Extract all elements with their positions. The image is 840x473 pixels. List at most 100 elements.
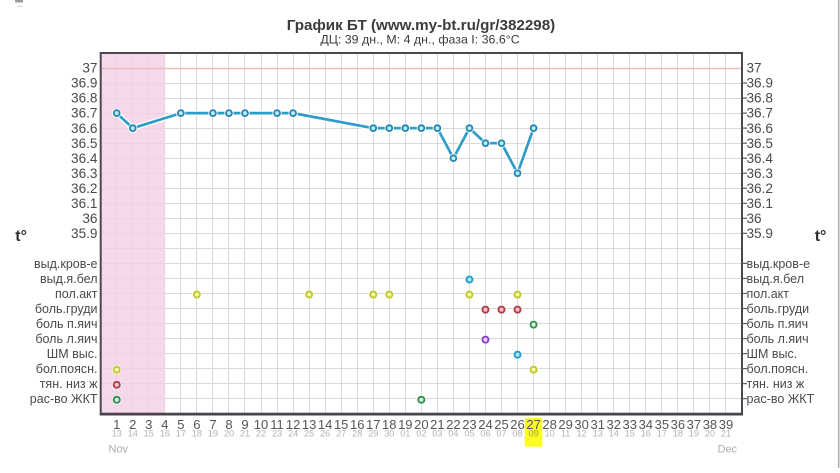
- svg-text:ШМ выс.: ШМ выс.: [747, 347, 798, 361]
- svg-text:27: 27: [526, 417, 540, 432]
- svg-text:24: 24: [478, 417, 492, 432]
- svg-text:Nov: Nov: [109, 444, 129, 456]
- svg-text:20: 20: [414, 417, 428, 432]
- svg-text:36.3: 36.3: [71, 166, 97, 181]
- svg-text:боль п.яич: боль п.яич: [36, 317, 98, 331]
- svg-text:34: 34: [639, 417, 653, 432]
- svg-text:36.5: 36.5: [747, 136, 773, 151]
- svg-text:06: 06: [480, 429, 490, 439]
- svg-text:боль л.яич: боль л.яич: [35, 332, 97, 346]
- svg-text:17: 17: [176, 429, 186, 439]
- svg-text:20: 20: [705, 429, 715, 439]
- svg-text:14: 14: [128, 429, 138, 439]
- svg-text:21: 21: [430, 417, 444, 432]
- svg-text:19: 19: [398, 417, 412, 432]
- svg-text:2: 2: [129, 417, 136, 432]
- svg-text:17: 17: [657, 429, 667, 439]
- svg-text:36.8: 36.8: [747, 91, 773, 106]
- svg-text:21: 21: [721, 429, 731, 439]
- svg-text:37: 37: [687, 417, 701, 432]
- svg-text:01: 01: [400, 429, 410, 439]
- svg-text:36.3: 36.3: [747, 166, 773, 181]
- svg-text:04: 04: [448, 429, 458, 439]
- svg-text:бол.поясн.: бол.поясн.: [36, 362, 98, 376]
- svg-text:15: 15: [144, 429, 154, 439]
- svg-text:27: 27: [336, 429, 346, 439]
- svg-text:пол.акт: пол.акт: [55, 287, 98, 301]
- svg-text:10: 10: [544, 429, 554, 439]
- svg-text:выд.я.бел: выд.я.бел: [747, 272, 804, 286]
- svg-text:7: 7: [209, 417, 216, 432]
- svg-text:18: 18: [382, 417, 396, 432]
- svg-text:8: 8: [225, 417, 232, 432]
- svg-text:16: 16: [641, 429, 651, 439]
- svg-text:36.1: 36.1: [71, 196, 97, 211]
- svg-text:боль л.яич: боль л.яич: [747, 332, 809, 346]
- svg-text:15: 15: [334, 417, 348, 432]
- svg-text:28: 28: [352, 429, 362, 439]
- svg-text:ШМ выс.: ШМ выс.: [47, 347, 98, 361]
- svg-text:24: 24: [288, 429, 298, 439]
- svg-text:38: 38: [703, 417, 717, 432]
- svg-text:t°: t°: [815, 228, 827, 245]
- svg-text:ДЦ: 39 дн., М: 4 дн., фаза I:: ДЦ: 39 дн., М: 4 дн., фаза I: 36.6°C: [320, 33, 519, 47]
- svg-text:35.9: 35.9: [71, 226, 97, 241]
- svg-text:36.9: 36.9: [71, 76, 97, 91]
- svg-text:10: 10: [254, 417, 268, 432]
- svg-text:25: 25: [494, 417, 508, 432]
- svg-text:03: 03: [432, 429, 442, 439]
- svg-text:36.8: 36.8: [71, 91, 97, 106]
- svg-text:боль.груди: боль.груди: [747, 302, 810, 316]
- svg-text:30: 30: [384, 429, 394, 439]
- svg-text:32: 32: [607, 417, 621, 432]
- svg-text:31: 31: [590, 417, 604, 432]
- svg-text:36.6: 36.6: [747, 121, 773, 136]
- svg-text:33: 33: [623, 417, 637, 432]
- svg-text:16: 16: [350, 417, 364, 432]
- svg-text:23: 23: [462, 417, 476, 432]
- svg-text:05: 05: [464, 429, 474, 439]
- svg-text:29: 29: [368, 429, 378, 439]
- svg-text:36: 36: [82, 211, 97, 226]
- svg-text:боль п.яич: боль п.яич: [747, 317, 809, 331]
- svg-text:Dec: Dec: [718, 444, 738, 456]
- svg-text:16: 16: [160, 429, 170, 439]
- svg-text:08: 08: [512, 429, 522, 439]
- svg-text:23: 23: [272, 429, 282, 439]
- svg-text:25: 25: [304, 429, 314, 439]
- svg-text:выд.я.бел: выд.я.бел: [40, 272, 97, 286]
- svg-text:36.9: 36.9: [747, 76, 773, 91]
- svg-text:37: 37: [82, 61, 97, 76]
- svg-text:5: 5: [177, 417, 184, 432]
- svg-text:30: 30: [574, 417, 588, 432]
- svg-text:18: 18: [192, 429, 202, 439]
- svg-text:36.6: 36.6: [71, 121, 97, 136]
- svg-text:39: 39: [719, 417, 733, 432]
- svg-text:9: 9: [241, 417, 248, 432]
- svg-text:19: 19: [208, 429, 218, 439]
- svg-text:36.7: 36.7: [71, 106, 97, 121]
- svg-text:07: 07: [496, 429, 506, 439]
- svg-text:t°: t°: [15, 228, 27, 245]
- svg-text:35: 35: [655, 417, 669, 432]
- svg-text:15: 15: [625, 429, 635, 439]
- svg-text:18: 18: [673, 429, 683, 439]
- svg-text:13: 13: [112, 429, 122, 439]
- svg-text:36.4: 36.4: [71, 151, 98, 166]
- svg-text:09: 09: [528, 429, 538, 439]
- svg-text:12: 12: [577, 429, 587, 439]
- svg-text:12: 12: [286, 417, 300, 432]
- svg-text:36.1: 36.1: [747, 196, 773, 211]
- svg-text:17: 17: [366, 417, 380, 432]
- svg-text:3: 3: [145, 417, 152, 432]
- svg-text:13: 13: [593, 429, 603, 439]
- svg-text:21: 21: [240, 429, 250, 439]
- svg-text:рас-во ЖКТ: рас-во ЖКТ: [30, 392, 98, 406]
- svg-text:выд.кров-е: выд.кров-е: [34, 257, 98, 271]
- svg-text:37: 37: [747, 61, 762, 76]
- svg-text:29: 29: [558, 417, 572, 432]
- svg-text:22: 22: [446, 417, 460, 432]
- svg-text:36: 36: [671, 417, 685, 432]
- svg-text:рас-во ЖКТ: рас-во ЖКТ: [747, 392, 815, 406]
- svg-text:26: 26: [510, 417, 524, 432]
